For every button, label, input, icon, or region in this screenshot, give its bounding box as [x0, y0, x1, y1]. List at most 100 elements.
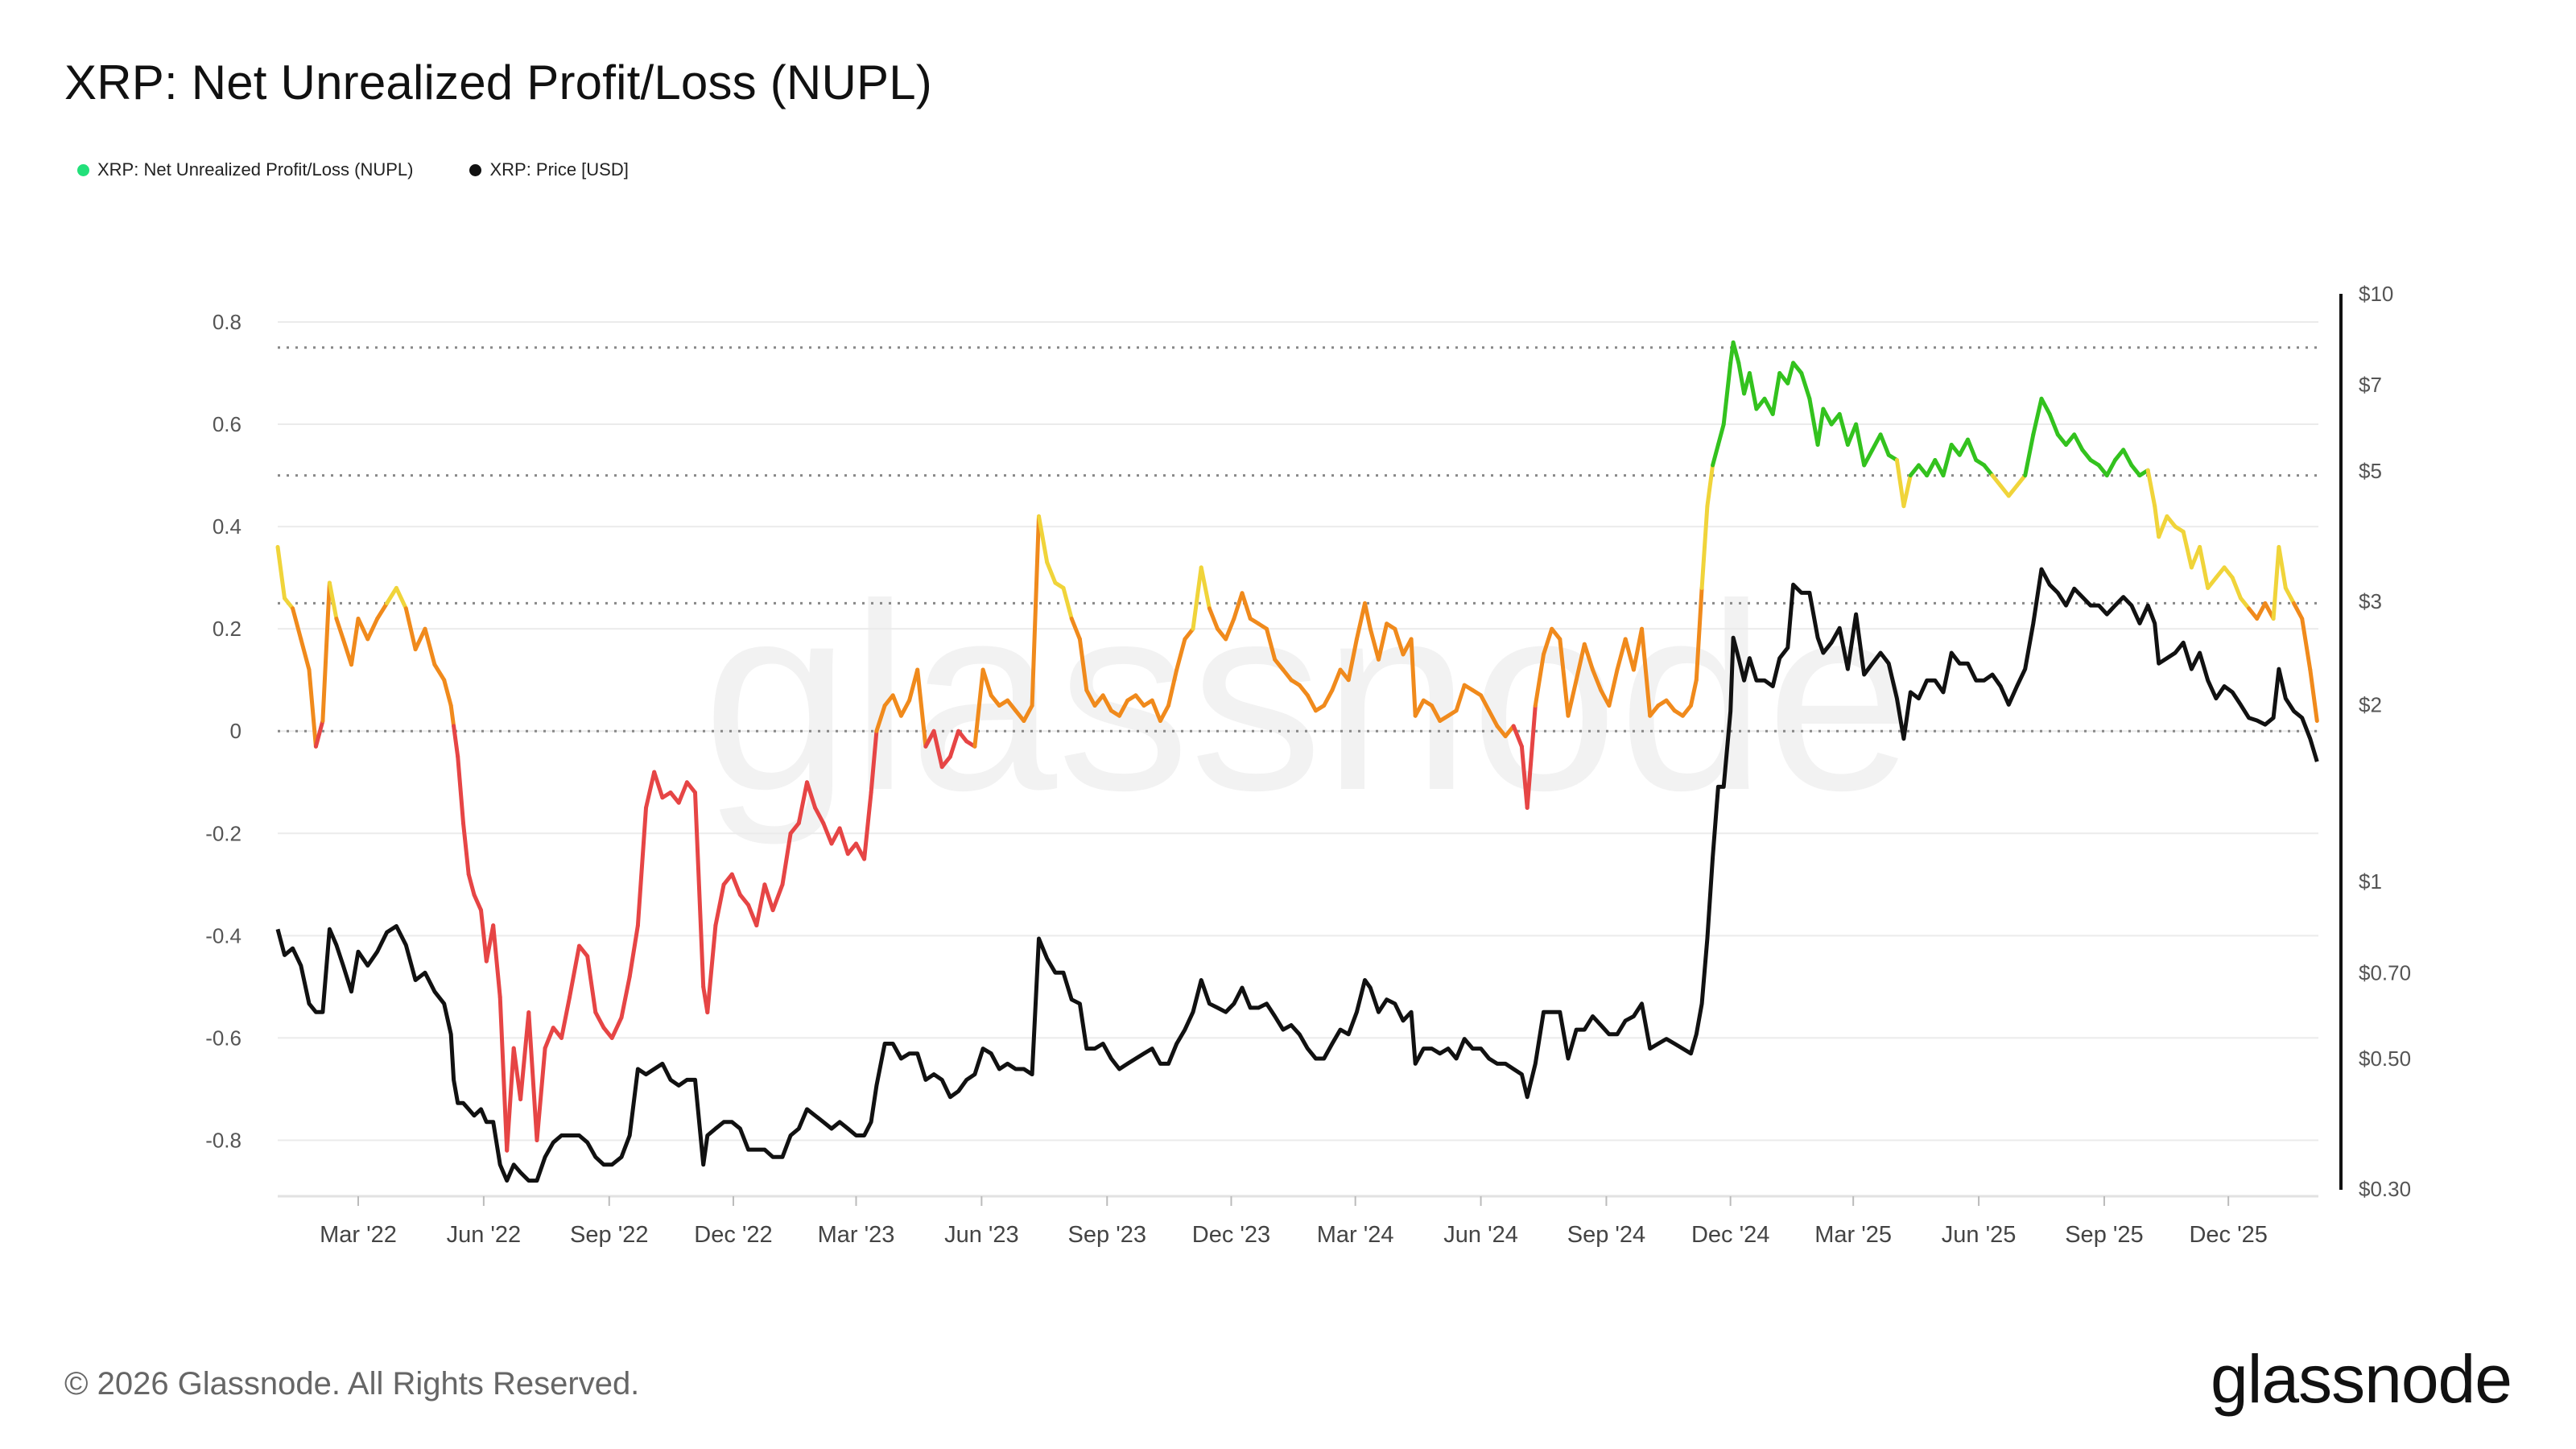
nupl-segment — [2165, 514, 2178, 529]
legend-item-nupl[interactable]: XRP: Net Unrealized Profit/Loss (NUPL) — [77, 159, 413, 180]
nupl-segment — [461, 821, 471, 877]
nupl-segment — [385, 585, 398, 605]
nupl-segment — [1862, 448, 1875, 468]
left-tick-label: -0.4 — [205, 923, 242, 947]
nupl-segment — [526, 1010, 539, 1142]
legend-item-price[interactable]: XRP: Price [USD] — [469, 159, 629, 180]
nupl-segment — [2121, 448, 2134, 468]
nupl-segment — [1183, 626, 1195, 642]
nupl-segment — [1077, 637, 1089, 692]
nupl-segment — [837, 826, 850, 857]
nupl-segment — [2283, 585, 2296, 605]
nupl-segment — [497, 995, 510, 1153]
right-tick-label: $5 — [2359, 459, 2382, 483]
nupl-segment — [1615, 637, 1628, 672]
nupl-segment — [2198, 545, 2211, 590]
nupl-segment — [1550, 626, 1563, 642]
nupl-segment — [1689, 678, 1699, 708]
nupl-segment — [1941, 443, 1954, 478]
nupl-segment — [283, 596, 295, 611]
nupl-segment — [1022, 704, 1034, 723]
nupl-segment — [2230, 576, 2243, 601]
nupl-segment — [456, 754, 465, 826]
x-tick-label: Dec '24 — [1691, 1222, 1769, 1248]
nupl-segment — [1232, 591, 1245, 621]
nupl-segment — [2015, 473, 2028, 488]
left-tick-label: 0.2 — [213, 617, 242, 641]
nupl-segment — [874, 704, 887, 733]
nupl-segment — [2145, 468, 2157, 509]
x-tick-label: Sep '22 — [570, 1222, 648, 1248]
chart-title: XRP: Net Unrealized Profit/Loss (NUPL) — [64, 56, 932, 109]
nupl-segment — [1699, 504, 1710, 590]
nupl-segment — [275, 545, 287, 601]
nupl-segment — [619, 974, 632, 1020]
nupl-segment — [1069, 617, 1082, 642]
legend: XRP: Net Unrealized Profit/Loss (NUPL) X… — [77, 159, 629, 180]
x-tick-label: Sep '25 — [2065, 1222, 2143, 1248]
nupl-segment — [2277, 545, 2288, 590]
nupl-segment — [577, 943, 590, 959]
x-tick-label: Jun '22 — [447, 1222, 522, 1248]
nupl-segment — [1224, 617, 1236, 642]
nupl-segment — [676, 780, 689, 805]
nupl-segment — [2104, 458, 2117, 478]
nupl-segment — [585, 954, 598, 1015]
nupl-segment — [2214, 565, 2227, 580]
nupl-segment — [1908, 463, 1921, 478]
nupl-segment — [1770, 371, 1782, 416]
nupl-segment — [931, 729, 944, 770]
nupl-segment — [1158, 704, 1170, 723]
left-tick-label: -0.6 — [205, 1026, 242, 1050]
nupl-segment — [448, 704, 456, 729]
nupl-segment — [1591, 667, 1604, 692]
nupl-segment — [829, 826, 842, 846]
nupl-segment — [1998, 483, 2011, 498]
nupl-segment — [737, 893, 751, 907]
nupl-segment — [821, 821, 834, 846]
reference-lines — [278, 346, 2318, 733]
right-tick-label: $0.70 — [2359, 960, 2411, 985]
left-tick-label: 0.6 — [213, 412, 242, 436]
right-axis-ticks: $10 $7 $5 $3 $2 $1 $0.70 $0.50 $0.30 — [2359, 282, 2411, 1201]
nupl-segment — [1791, 361, 1804, 375]
nupl-segment — [1736, 361, 1747, 396]
nupl-segment — [365, 617, 380, 642]
nupl-segment — [972, 667, 985, 749]
nupl-segment — [729, 872, 742, 897]
nupl-segment — [1894, 458, 1906, 509]
nupl-segment — [1273, 657, 1286, 672]
nupl-segment — [770, 882, 785, 913]
nupl-segment — [1346, 637, 1359, 683]
nupl-segment — [989, 693, 1001, 708]
nupl-segment — [1354, 601, 1367, 642]
nupl-segment — [505, 1046, 516, 1153]
nupl-segment — [2181, 530, 2194, 570]
nupl-segment — [2157, 514, 2169, 539]
nupl-segment — [1747, 371, 1759, 411]
glassnode-logo[interactable]: glassnode — [2211, 1341, 2512, 1417]
nupl-segment — [684, 780, 697, 795]
nupl-segment — [805, 780, 818, 810]
nupl-segment — [1413, 698, 1426, 718]
left-tick-label: 0.8 — [213, 310, 242, 334]
nupl-segment — [1925, 458, 1938, 478]
nupl-segment — [693, 791, 706, 989]
x-tick-label: Mar '25 — [1814, 1222, 1892, 1248]
nupl-segment — [762, 882, 775, 913]
nupl-segment — [796, 780, 809, 826]
nupl-segment — [1582, 642, 1595, 672]
x-tick-label: Sep '24 — [1567, 1222, 1645, 1248]
legend-label-nupl: XRP: Net Unrealized Profit/Loss (NUPL) — [97, 159, 414, 180]
nupl-segment — [432, 663, 447, 683]
nupl-segment — [423, 626, 437, 667]
nupl-segment — [1807, 396, 1820, 447]
price-line — [275, 567, 2319, 1183]
nupl-segment — [356, 617, 370, 642]
nupl-segment — [593, 1010, 606, 1030]
nupl-segment — [627, 923, 640, 979]
nupl-segment — [1191, 565, 1203, 631]
nupl-segment — [1640, 626, 1653, 718]
nupl-segment — [320, 580, 332, 723]
nupl-segment — [780, 831, 793, 887]
